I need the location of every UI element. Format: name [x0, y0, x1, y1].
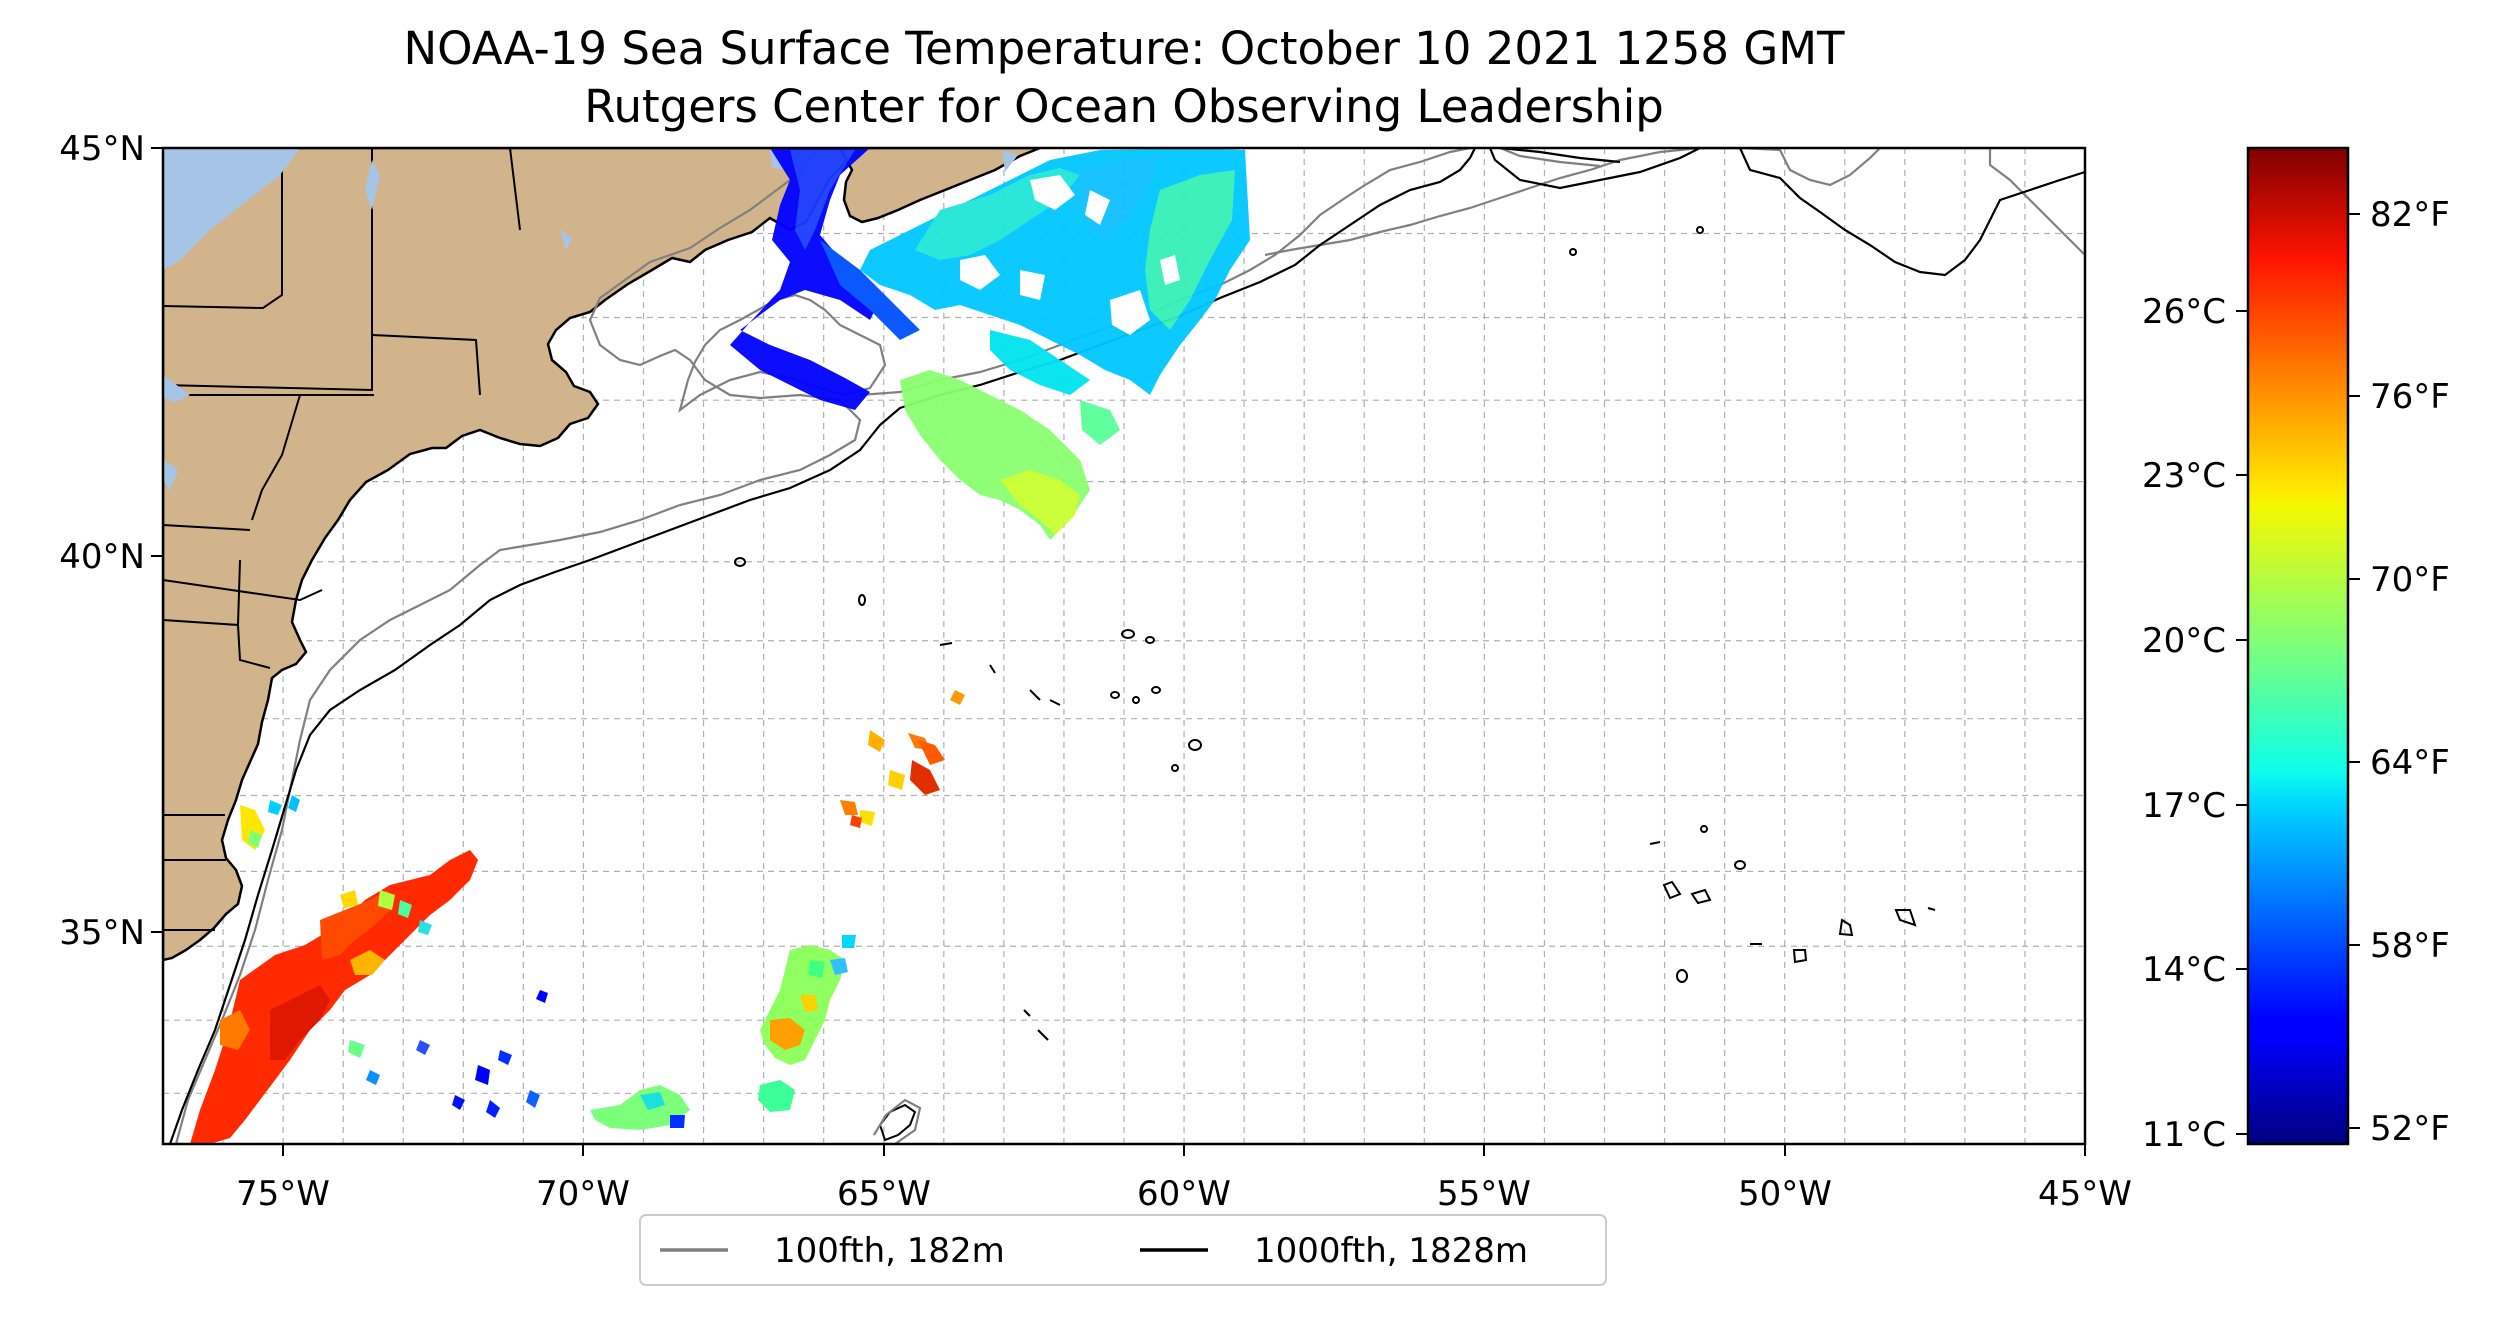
contour-1000fth: [168, 148, 2085, 1144]
colorbar: 26°C 23°C 20°C 17°C 14°C 11°C 82°F 76°F …: [2142, 146, 2450, 1155]
lon-label-70w: 70°W: [536, 1174, 630, 1214]
sst-patches-southwest: [190, 795, 548, 1144]
state-borders: [163, 148, 521, 931]
colorbar-c-26: 26°C: [2142, 292, 2226, 332]
longitude-ticks: 75°W 70°W 65°W 60°W 55°W 50°W 45°W: [236, 1144, 2132, 1214]
legend-label-1000fth: 1000fth, 1828m: [1254, 1231, 1528, 1271]
colorbar-f-64: 64°F: [2370, 743, 2450, 783]
latitude-ticks: 45°N 40°N 35°N: [59, 129, 163, 953]
colorbar-f-52: 52°F: [2370, 1109, 2450, 1149]
lon-label-65w: 65°W: [837, 1174, 931, 1214]
sst-patches-central: [840, 690, 965, 828]
lon-label-45w: 45°W: [2038, 1174, 2132, 1214]
colorbar-f-76: 76°F: [2370, 377, 2450, 417]
colorbar-f-82: 82°F: [2370, 195, 2450, 235]
colorbar-gradient: [2246, 146, 2350, 1146]
contour-100fth: [174, 148, 2085, 1144]
colorbar-c-11: 11°C: [2142, 1115, 2226, 1155]
lon-label-55w: 55°W: [1437, 1174, 1531, 1214]
title-line-2: Rutgers Center for Ocean Observing Leade…: [584, 80, 1664, 133]
sst-swath-northeast: [730, 148, 1250, 540]
lon-label-50w: 50°W: [1738, 1174, 1832, 1214]
lat-label-40n: 40°N: [59, 537, 145, 577]
colorbar-f-58: 58°F: [2370, 926, 2450, 966]
map-frame: [161, 146, 2087, 1146]
lon-label-60w: 60°W: [1137, 1174, 1231, 1214]
lat-label-45n: 45°N: [59, 129, 145, 169]
sst-patches-south: [590, 935, 856, 1130]
title-line-1: NOAA-19 Sea Surface Temperature: October…: [403, 22, 1845, 75]
legend-box: [639, 1214, 1607, 1286]
lon-label-75w: 75°W: [236, 1174, 330, 1214]
colorbar-c-14: 14°C: [2142, 950, 2226, 990]
colorbar-c-17: 17°C: [2142, 786, 2226, 826]
cloud-gaps: [960, 175, 1180, 335]
colorbar-c-23: 23°C: [2142, 456, 2226, 496]
colorbar-f-70: 70°F: [2370, 560, 2450, 600]
contour-legend: 100fth, 182m 1000fth, 1828m: [639, 1214, 1607, 1286]
legend-label-100fth: 100fth, 182m: [774, 1231, 1005, 1271]
lat-label-35n: 35°N: [59, 913, 145, 953]
colorbar-c-20: 20°C: [2142, 621, 2226, 661]
islands: [734, 226, 1936, 1144]
map-panel: [163, 148, 2085, 1144]
land-north-america: [163, 148, 871, 962]
